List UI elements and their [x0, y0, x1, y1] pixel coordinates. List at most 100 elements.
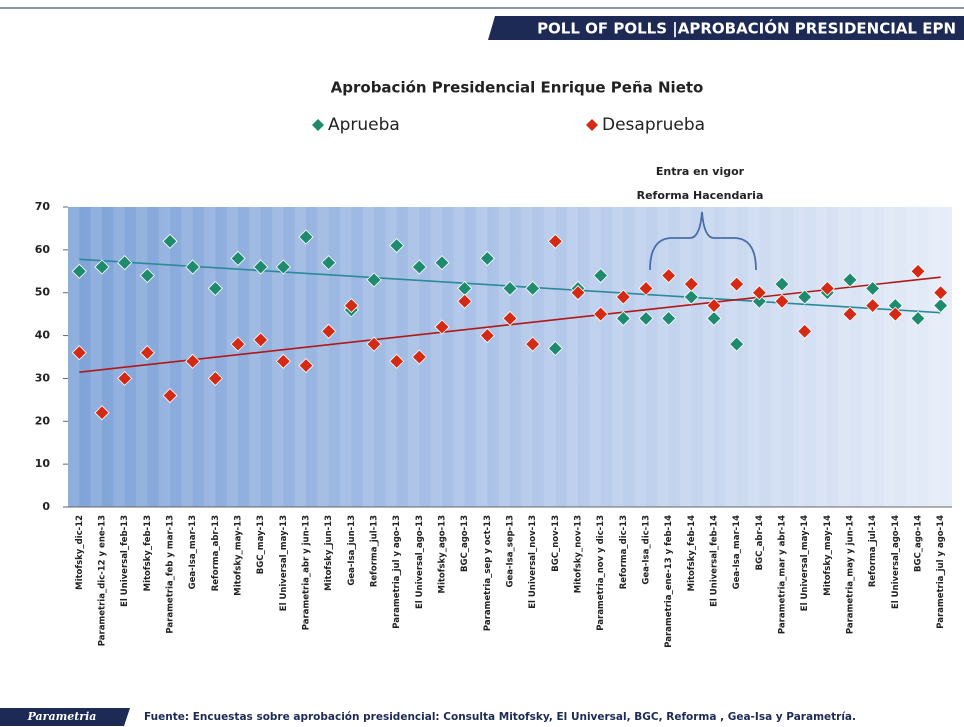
x-tick-label: BGC_abr-14: [755, 515, 765, 570]
x-tick-label: Reforma_jul-14: [868, 515, 878, 587]
point: [751, 285, 767, 301]
point: [525, 336, 541, 352]
point: [593, 306, 609, 322]
point: [389, 353, 405, 369]
x-tick-label: Reforma_abr-13: [211, 515, 221, 591]
x-tick-label: Gea-Isa_mar-14: [732, 515, 742, 589]
y-tick-label: 70: [35, 200, 51, 213]
point: [865, 280, 881, 296]
point: [797, 289, 813, 305]
point: [321, 255, 337, 271]
point: [615, 289, 631, 305]
point: [797, 323, 813, 339]
point: [547, 340, 563, 356]
stripe: [294, 207, 306, 507]
point: [411, 259, 427, 275]
x-tick-label: Mitofsky_feb-14: [687, 515, 697, 591]
legend-label: Desaprueba: [602, 115, 705, 135]
annotation: Reforma Hacendaria: [637, 189, 764, 202]
stripe: [249, 207, 261, 507]
stripe: [566, 207, 578, 507]
point: [298, 358, 314, 374]
stripe: [906, 207, 918, 507]
y-tick-label: 50: [35, 286, 51, 299]
stripe: [702, 207, 714, 507]
stripe: [521, 207, 533, 507]
stripe: [136, 207, 148, 507]
x-tick-label: Gea-Isa_sep-13: [506, 515, 516, 588]
x-tick-label: El Universal_may-13: [279, 515, 289, 611]
point: [661, 310, 677, 326]
point: [933, 285, 949, 301]
point: [94, 259, 110, 275]
x-tick-label: Mitofsky_may-14: [823, 515, 833, 596]
x-tick-label: El Universal_feb-14: [710, 515, 720, 607]
header-bar: [488, 16, 964, 40]
point: [887, 306, 903, 322]
stripe: [589, 207, 601, 507]
stripe: [385, 207, 397, 507]
footer-logo: Parametria: [27, 710, 97, 723]
stripe: [770, 207, 782, 507]
stripe: [838, 207, 850, 507]
point: [661, 268, 677, 284]
point: [638, 280, 654, 296]
point: [819, 280, 835, 296]
stripe: [476, 207, 488, 507]
point: [910, 263, 926, 279]
point: [117, 255, 133, 271]
footer-logo-box: [0, 708, 130, 726]
point: [706, 310, 722, 326]
point: [185, 259, 201, 275]
point: [774, 293, 790, 309]
point: [71, 263, 87, 279]
x-tick-label: Parametria_nov y dic-13: [596, 515, 606, 631]
stripe: [453, 207, 465, 507]
point: [298, 229, 314, 245]
point: [910, 310, 926, 326]
stripe: [498, 207, 510, 507]
point: [502, 280, 518, 296]
point: [321, 323, 337, 339]
x-tick-label: Reforma_dic-13: [619, 515, 629, 589]
point: [389, 238, 405, 254]
stripe: [748, 207, 760, 507]
point: [162, 388, 178, 404]
x-tick-label: Parametria_ene-13 y feb-14: [664, 515, 674, 648]
point: [706, 298, 722, 314]
point: [457, 293, 473, 309]
point: [139, 345, 155, 361]
point: [593, 268, 609, 284]
point: [253, 259, 269, 275]
stripe: [158, 207, 170, 507]
point: [230, 250, 246, 266]
legend-marker: [586, 119, 598, 131]
point: [729, 336, 745, 352]
x-tick-label: El Universal_ago-13: [415, 515, 425, 609]
x-tick-label: El Universal_nov-13: [528, 515, 538, 609]
point: [751, 293, 767, 309]
x-tick-label: Gea-Isa_dic-13: [642, 515, 652, 585]
point: [570, 285, 586, 301]
point: [683, 276, 699, 292]
stripe: [90, 207, 102, 507]
y-tick-label: 60: [35, 243, 51, 256]
stripe: [340, 207, 352, 507]
x-tick-label: BGC_ago-13: [460, 515, 470, 572]
point: [366, 272, 382, 288]
point: [343, 298, 359, 314]
point: [479, 328, 495, 344]
stripe: [725, 207, 737, 507]
brace: [649, 211, 757, 271]
point: [502, 310, 518, 326]
point: [683, 289, 699, 305]
x-tick-label: Mitofsky_may-13: [234, 515, 244, 596]
stripe: [680, 207, 692, 507]
x-tick-label: El Universal_ago-14: [891, 515, 901, 609]
x-tick-label: Parametria_feb y mar-13: [166, 515, 176, 634]
point: [230, 336, 246, 352]
x-tick-label: Parametria_jul y ago-13: [392, 515, 402, 629]
y-tick-label: 40: [35, 329, 51, 342]
point: [434, 319, 450, 335]
x-tick-label: El Universal_feb-13: [120, 515, 130, 607]
